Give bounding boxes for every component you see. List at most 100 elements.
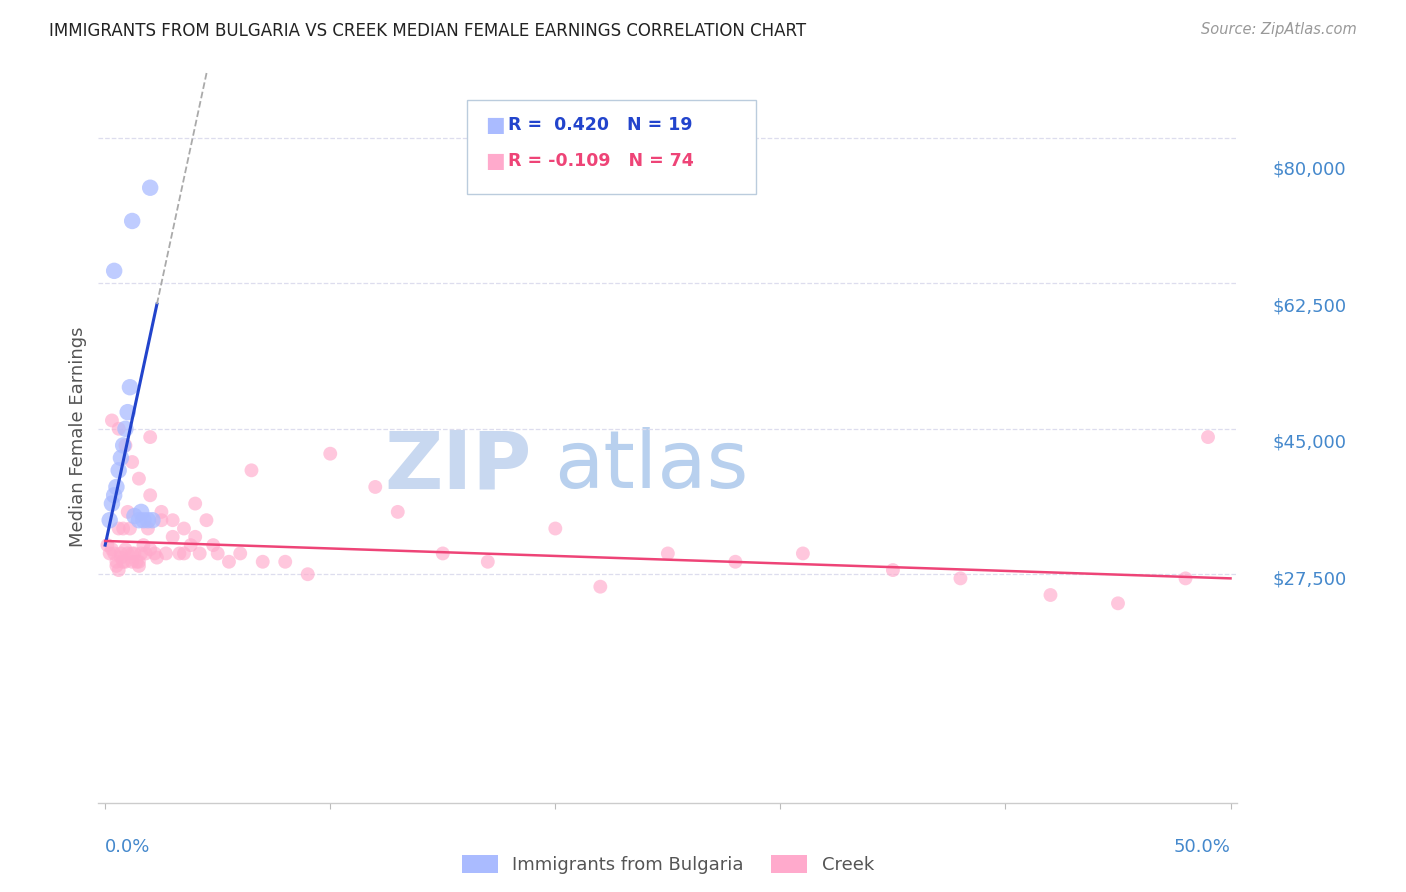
Point	[128, 555, 150, 569]
Text: 0.0%: 0.0%	[105, 838, 150, 855]
Point	[110, 546, 132, 560]
Point	[1039, 588, 1062, 602]
Text: $45,000: $45,000	[1272, 434, 1347, 451]
Point	[103, 488, 125, 502]
Point	[112, 555, 135, 569]
Point	[188, 546, 211, 560]
Text: Source: ZipAtlas.com: Source: ZipAtlas.com	[1201, 22, 1357, 37]
Point	[107, 563, 129, 577]
Point	[139, 430, 162, 444]
Point	[98, 513, 121, 527]
Text: $62,500: $62,500	[1272, 297, 1347, 315]
Point	[477, 555, 499, 569]
Point	[155, 546, 177, 560]
Point	[139, 180, 162, 194]
Legend: Immigrants from Bulgaria, Creek: Immigrants from Bulgaria, Creek	[454, 847, 882, 881]
Point	[101, 542, 124, 557]
Point	[229, 546, 252, 560]
Point	[150, 505, 173, 519]
Point	[173, 521, 195, 535]
Point	[107, 521, 129, 535]
Text: R = -0.109   N = 74: R = -0.109 N = 74	[508, 153, 693, 170]
Point	[146, 550, 169, 565]
Point	[150, 513, 173, 527]
Text: $27,500: $27,500	[1272, 570, 1347, 588]
Y-axis label: Median Female Earnings: Median Female Earnings	[69, 326, 87, 548]
Point	[1174, 571, 1197, 585]
Point	[202, 538, 225, 552]
Point	[162, 530, 184, 544]
Point	[169, 546, 191, 560]
Point	[114, 438, 136, 452]
Point	[128, 558, 150, 573]
Point	[184, 497, 207, 511]
Point	[121, 214, 143, 228]
Point	[114, 555, 136, 569]
Point	[132, 538, 155, 552]
Point	[207, 546, 229, 560]
Point	[101, 413, 124, 427]
Point	[1107, 596, 1129, 610]
Point	[110, 450, 132, 465]
Point	[136, 521, 159, 535]
Point	[118, 521, 141, 535]
Point	[252, 555, 274, 569]
Point	[657, 546, 679, 560]
Point	[882, 563, 904, 577]
Point	[107, 463, 129, 477]
Point	[432, 546, 454, 560]
Point	[117, 505, 139, 519]
Point	[105, 555, 128, 569]
Text: ZIP: ZIP	[384, 427, 531, 506]
Text: ■: ■	[485, 152, 505, 171]
Text: ■: ■	[485, 115, 505, 135]
Point	[364, 480, 387, 494]
Point	[792, 546, 814, 560]
Text: $80,000: $80,000	[1272, 161, 1346, 178]
Text: 50.0%: 50.0%	[1174, 838, 1230, 855]
Point	[128, 472, 150, 486]
Text: atlas: atlas	[554, 427, 748, 506]
Point	[180, 538, 202, 552]
Point	[114, 542, 136, 557]
Point	[135, 546, 157, 560]
Point	[218, 555, 240, 569]
Point	[125, 555, 148, 569]
Point	[107, 422, 129, 436]
Text: IMMIGRANTS FROM BULGARIA VS CREEK MEDIAN FEMALE EARNINGS CORRELATION CHART: IMMIGRANTS FROM BULGARIA VS CREEK MEDIAN…	[49, 22, 806, 40]
Point	[724, 555, 747, 569]
Point	[121, 455, 143, 469]
Point	[121, 555, 143, 569]
Point	[105, 558, 128, 573]
Point	[114, 422, 136, 436]
Point	[319, 447, 342, 461]
Point	[544, 521, 567, 535]
Point	[297, 567, 319, 582]
Text: R =  0.420   N = 19: R = 0.420 N = 19	[508, 116, 692, 134]
Point	[112, 438, 135, 452]
Point	[129, 505, 152, 519]
Point	[117, 546, 139, 560]
Point	[143, 546, 166, 560]
Point	[118, 380, 141, 394]
Point	[117, 405, 139, 419]
Point	[195, 513, 218, 527]
Point	[132, 513, 155, 527]
Point	[1197, 430, 1219, 444]
Point	[274, 555, 297, 569]
Point	[387, 505, 409, 519]
Point	[103, 546, 125, 560]
Point	[98, 546, 121, 560]
Point	[103, 264, 125, 278]
Point	[240, 463, 263, 477]
Point	[173, 546, 195, 560]
Point	[139, 488, 162, 502]
Point	[139, 542, 162, 557]
Point	[124, 546, 146, 560]
Point	[128, 513, 150, 527]
Point	[136, 513, 159, 527]
Point	[105, 480, 128, 494]
Point	[162, 513, 184, 527]
Point	[589, 580, 612, 594]
Point	[121, 546, 143, 560]
